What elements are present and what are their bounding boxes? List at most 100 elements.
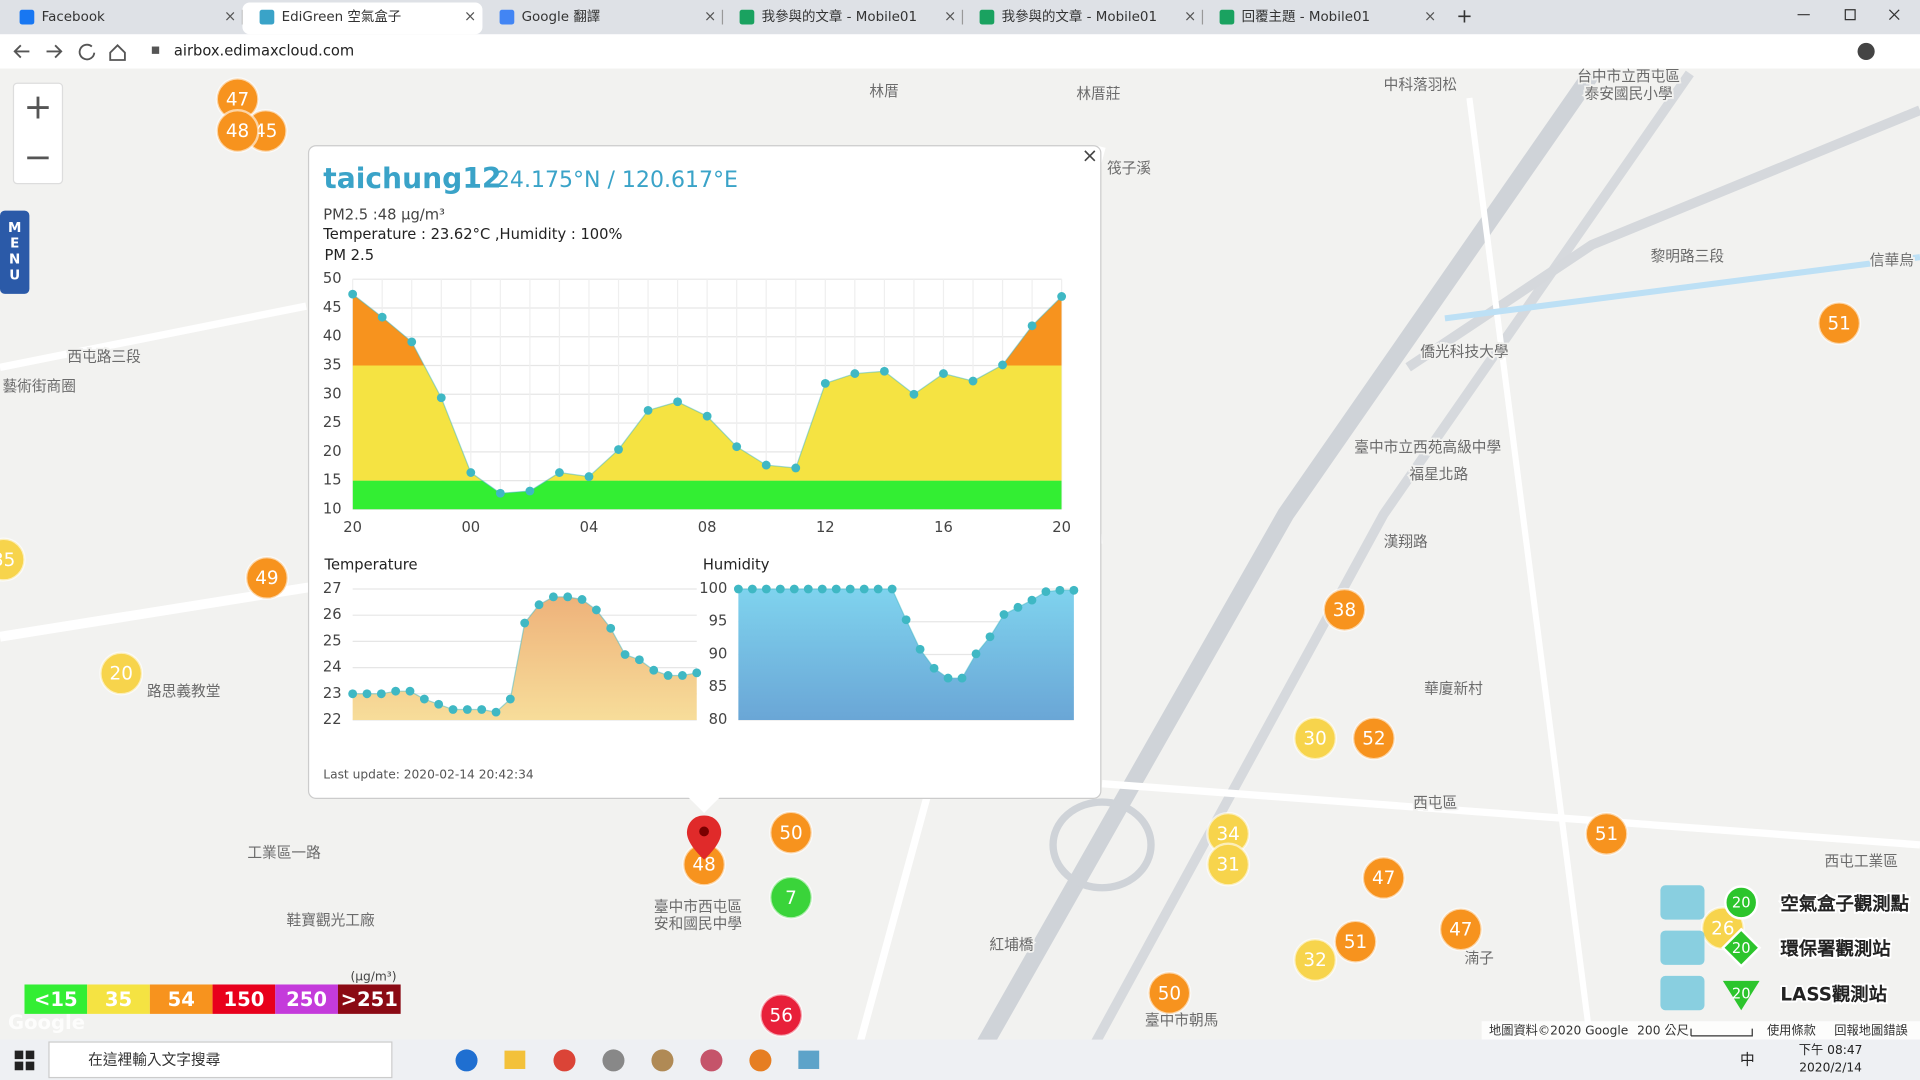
- app-icon[interactable]: [700, 1049, 723, 1072]
- profile-icon[interactable]: [1857, 42, 1875, 60]
- menu-letter[interactable]: U: [9, 269, 20, 284]
- marker-value[interactable]: 38: [1333, 600, 1356, 621]
- app-icon[interactable]: [602, 1049, 625, 1072]
- app-icon[interactable]: [504, 1050, 526, 1069]
- station-marker[interactable]: [1333, 919, 1378, 964]
- marker-value[interactable]: 47: [226, 89, 249, 110]
- marker-value[interactable]: 30: [1303, 729, 1326, 750]
- search-box[interactable]: [48, 1041, 393, 1079]
- marker-value[interactable]: 48: [226, 121, 249, 142]
- station-popup: × taichung12 24.175°N / 120.617°E PM2.5 …: [307, 144, 1102, 814]
- tab-icon[interactable]: [979, 9, 995, 25]
- area: [352, 596, 697, 720]
- marker-value[interactable]: 47: [1372, 868, 1395, 889]
- aqi-swatch: [87, 984, 150, 1014]
- marker-value[interactable]: 47: [1449, 920, 1472, 941]
- tab-title[interactable]: 回覆主題 - Mobile01: [1242, 9, 1370, 25]
- marker-value[interactable]: 50: [1158, 983, 1181, 1004]
- station-marker[interactable]: [244, 555, 289, 600]
- app-icon[interactable]: [651, 1049, 674, 1072]
- station-marker[interactable]: [215, 108, 260, 154]
- tab-title[interactable]: 我參與的文章 - Mobile01: [762, 8, 917, 25]
- tab-icon[interactable]: [259, 9, 275, 25]
- marker-value[interactable]: 34: [1216, 824, 1239, 845]
- tab-icon[interactable]: [739, 9, 755, 25]
- station-marker[interactable]: [1584, 811, 1629, 856]
- marker-value[interactable]: 31: [1216, 855, 1239, 876]
- station-name: taichung12: [323, 162, 501, 195]
- ime-indicator[interactable]: 中: [1740, 1051, 1755, 1068]
- menu-letter[interactable]: M: [8, 221, 21, 236]
- map-label: 西屯區: [1413, 794, 1457, 811]
- station-marker[interactable]: [1351, 716, 1396, 761]
- data-point: [584, 472, 594, 481]
- tab-close[interactable]: ×: [464, 8, 476, 25]
- tab-icon[interactable]: [19, 9, 35, 25]
- tab-title[interactable]: Facebook: [42, 10, 105, 25]
- station-marker[interactable]: [1322, 587, 1367, 632]
- nav-buttons[interactable]: [13, 43, 126, 61]
- tab-close[interactable]: ×: [944, 8, 956, 25]
- marker-value[interactable]: 50: [779, 823, 802, 844]
- marker-value[interactable]: 56: [770, 1005, 793, 1026]
- data-point: [943, 673, 953, 683]
- station-marker[interactable]: [1293, 937, 1338, 983]
- popup-close[interactable]: ×: [1082, 144, 1098, 167]
- marker-value[interactable]: 52: [1362, 729, 1385, 750]
- zoom-out[interactable]: −: [24, 138, 53, 178]
- app-icon[interactable]: [798, 1050, 820, 1069]
- tab-close[interactable]: ×: [1424, 8, 1436, 25]
- marker-value[interactable]: 32: [1303, 950, 1326, 971]
- terms-link[interactable]: 使用條款: [1767, 1023, 1816, 1038]
- url[interactable]: airbox.edimaxcloud.com: [174, 42, 354, 59]
- menu-letter[interactable]: E: [10, 237, 19, 252]
- marker-value[interactable]: 48: [692, 855, 715, 876]
- marker-value[interactable]: 51: [1827, 313, 1850, 334]
- station-marker[interactable]: [1293, 716, 1338, 761]
- marker-value[interactable]: 35: [0, 550, 15, 571]
- station-marker[interactable]: [1438, 907, 1483, 952]
- menu-button[interactable]: [0, 210, 30, 294]
- search-placeholder[interactable]: 在這裡輸入文字搜尋: [88, 1050, 221, 1068]
- station-marker[interactable]: [99, 651, 144, 696]
- tabs: Facebook × EdiGreen 空氣盒子 × Google 翻譯 × 我參與的文章 …: [19, 2, 1436, 35]
- tab-title[interactable]: 我參與的文章 - Mobile01: [1002, 8, 1157, 25]
- tab-title[interactable]: EdiGreen 空氣盒子: [282, 8, 402, 25]
- marker-value[interactable]: 51: [1344, 932, 1367, 953]
- marker-value[interactable]: 26: [1711, 918, 1734, 939]
- station-marker[interactable]: [1147, 971, 1192, 1016]
- station-marker[interactable]: [0, 537, 26, 582]
- tab-close[interactable]: ×: [704, 8, 716, 25]
- clock-time[interactable]: 下午 08:47: [1799, 1043, 1863, 1057]
- tab-active[interactable]: [242, 2, 483, 35]
- tab-icon[interactable]: [499, 9, 515, 25]
- tab-icon[interactable]: [1219, 9, 1235, 25]
- data-point: [761, 460, 771, 470]
- station-marker[interactable]: [759, 993, 804, 1038]
- station-marker[interactable]: [1206, 842, 1251, 887]
- station-marker[interactable]: [1361, 855, 1406, 900]
- tab-close[interactable]: ×: [224, 8, 236, 25]
- zoom-in[interactable]: +: [24, 87, 53, 127]
- marker-value[interactable]: 45: [254, 121, 277, 142]
- clock-date[interactable]: 2020/2/14: [1799, 1060, 1862, 1074]
- data-point: [850, 369, 860, 378]
- station-marker[interactable]: [768, 810, 814, 855]
- window-controls[interactable]: [1797, 9, 1900, 21]
- marker-value[interactable]: 7: [785, 888, 797, 909]
- tab-title[interactable]: Google 翻譯: [522, 9, 601, 25]
- marker-value[interactable]: 49: [255, 568, 278, 589]
- station-marker[interactable]: [768, 875, 814, 920]
- app-icon[interactable]: [749, 1049, 772, 1072]
- station-marker[interactable]: [1817, 301, 1862, 346]
- menu-letter[interactable]: N: [9, 253, 20, 268]
- marker-value[interactable]: 51: [1595, 824, 1618, 845]
- start-button[interactable]: [14, 1050, 35, 1071]
- marker-value[interactable]: 20: [110, 664, 133, 685]
- tab-close[interactable]: ×: [1184, 8, 1196, 25]
- new-tab[interactable]: +: [1456, 5, 1472, 28]
- app-icon[interactable]: [455, 1049, 478, 1072]
- report-link[interactable]: 回報地圖錯誤: [1834, 1023, 1907, 1038]
- app-icon[interactable]: [553, 1049, 576, 1072]
